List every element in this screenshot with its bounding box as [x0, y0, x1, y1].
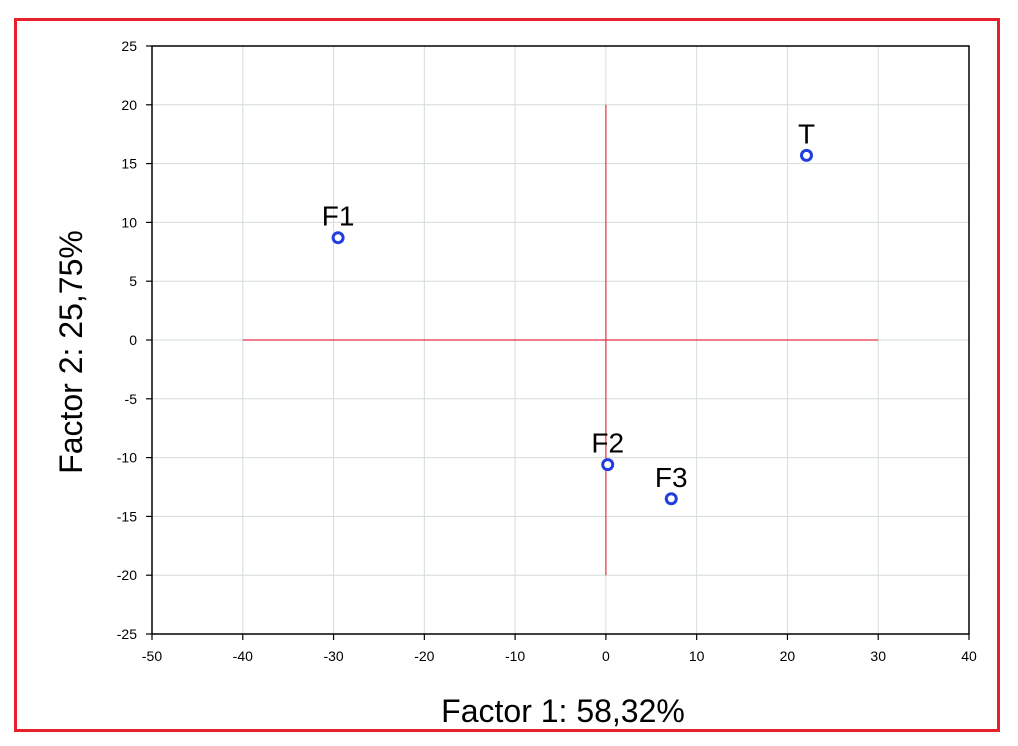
y-tick-label: 20: [121, 97, 137, 113]
x-tick-label: -40: [233, 648, 253, 664]
x-tick-label: -30: [323, 648, 343, 664]
y-tick-label: 5: [129, 273, 137, 289]
point-label-f1: F1: [322, 201, 355, 232]
point-marker-f1: [331, 231, 345, 245]
y-tick-label: -20: [117, 567, 137, 583]
y-tick-label: -5: [125, 391, 138, 407]
x-tick-label: -20: [414, 648, 434, 664]
y-tick-label: 10: [121, 214, 137, 230]
point-label-f2: F2: [591, 428, 624, 459]
point-label-t: T: [798, 118, 815, 149]
y-tick-label: 25: [121, 38, 137, 54]
x-tick-label: 0: [602, 648, 610, 664]
point-label-f3: F3: [655, 462, 688, 493]
point-marker-f3: [664, 492, 678, 506]
y-tick-label: -10: [117, 450, 137, 466]
y-tick-label: -15: [117, 508, 137, 524]
x-axis-title: Factor 1: 58,32%: [441, 693, 685, 729]
x-tick-label: 20: [780, 648, 796, 664]
data-points: T F1 F2 F3: [322, 118, 815, 506]
y-axis-title: Factor 2: 25,75%: [53, 230, 89, 474]
point-marker-t: [800, 148, 814, 162]
x-tick-label: -50: [142, 648, 162, 664]
y-tick-label: -25: [117, 626, 137, 642]
reference-lines: [242, 104, 879, 576]
x-tick-label: 30: [870, 648, 886, 664]
x-tick-label: 10: [689, 648, 705, 664]
y-tick-label: 0: [129, 332, 137, 348]
y-tick-label: 15: [121, 156, 137, 172]
point-marker-f2: [601, 458, 615, 472]
x-tick-label: -10: [505, 648, 525, 664]
y-axis-ticks: -25 -20 -15 -10 -5 0 5 10 15 20 25: [117, 38, 152, 642]
x-tick-label: 40: [961, 648, 977, 664]
x-axis-ticks: -50 -40 -30 -20 -10 0 10 20 30 40: [142, 634, 977, 664]
outer-frame: [14, 18, 1000, 732]
